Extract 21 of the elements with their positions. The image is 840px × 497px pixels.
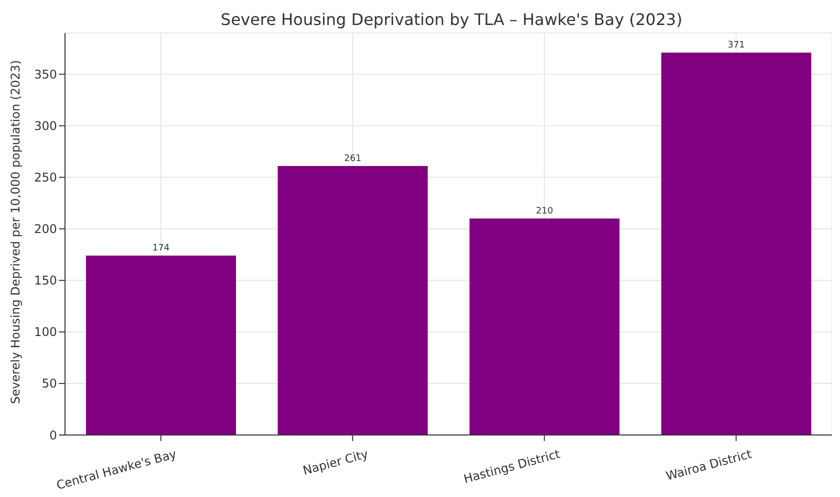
- chart-title: Severe Housing Deprivation by TLA – Hawke's Bay (2023): [220, 10, 684, 29]
- data-label: 261: [344, 154, 362, 164]
- y-tick-label: 200: [34, 222, 57, 236]
- y-tick-label: 250: [34, 170, 57, 185]
- y-tick-label: 50: [42, 376, 57, 391]
- data-label: 174: [152, 244, 170, 254]
- y-tick-label: 0: [49, 428, 57, 442]
- x-tick-label: Hastings District: [462, 446, 562, 486]
- bar: [278, 166, 428, 435]
- y-tick-label: 100: [34, 325, 57, 340]
- x-tick-label: Wairoa District: [664, 446, 754, 484]
- x-tick-label: Napier City: [301, 446, 370, 478]
- bar: [86, 256, 236, 435]
- bar: [470, 218, 620, 435]
- data-label: 371: [728, 40, 745, 51]
- y-tick-label: 350: [34, 67, 57, 82]
- y-tick-label: 150: [34, 274, 57, 288]
- data-label: 210: [536, 206, 554, 217]
- bar: [661, 52, 812, 435]
- y-axis-title: Severely Housing Deprived per 10,000 population (2023): [8, 60, 22, 404]
- y-tick-label: 300: [34, 119, 57, 134]
